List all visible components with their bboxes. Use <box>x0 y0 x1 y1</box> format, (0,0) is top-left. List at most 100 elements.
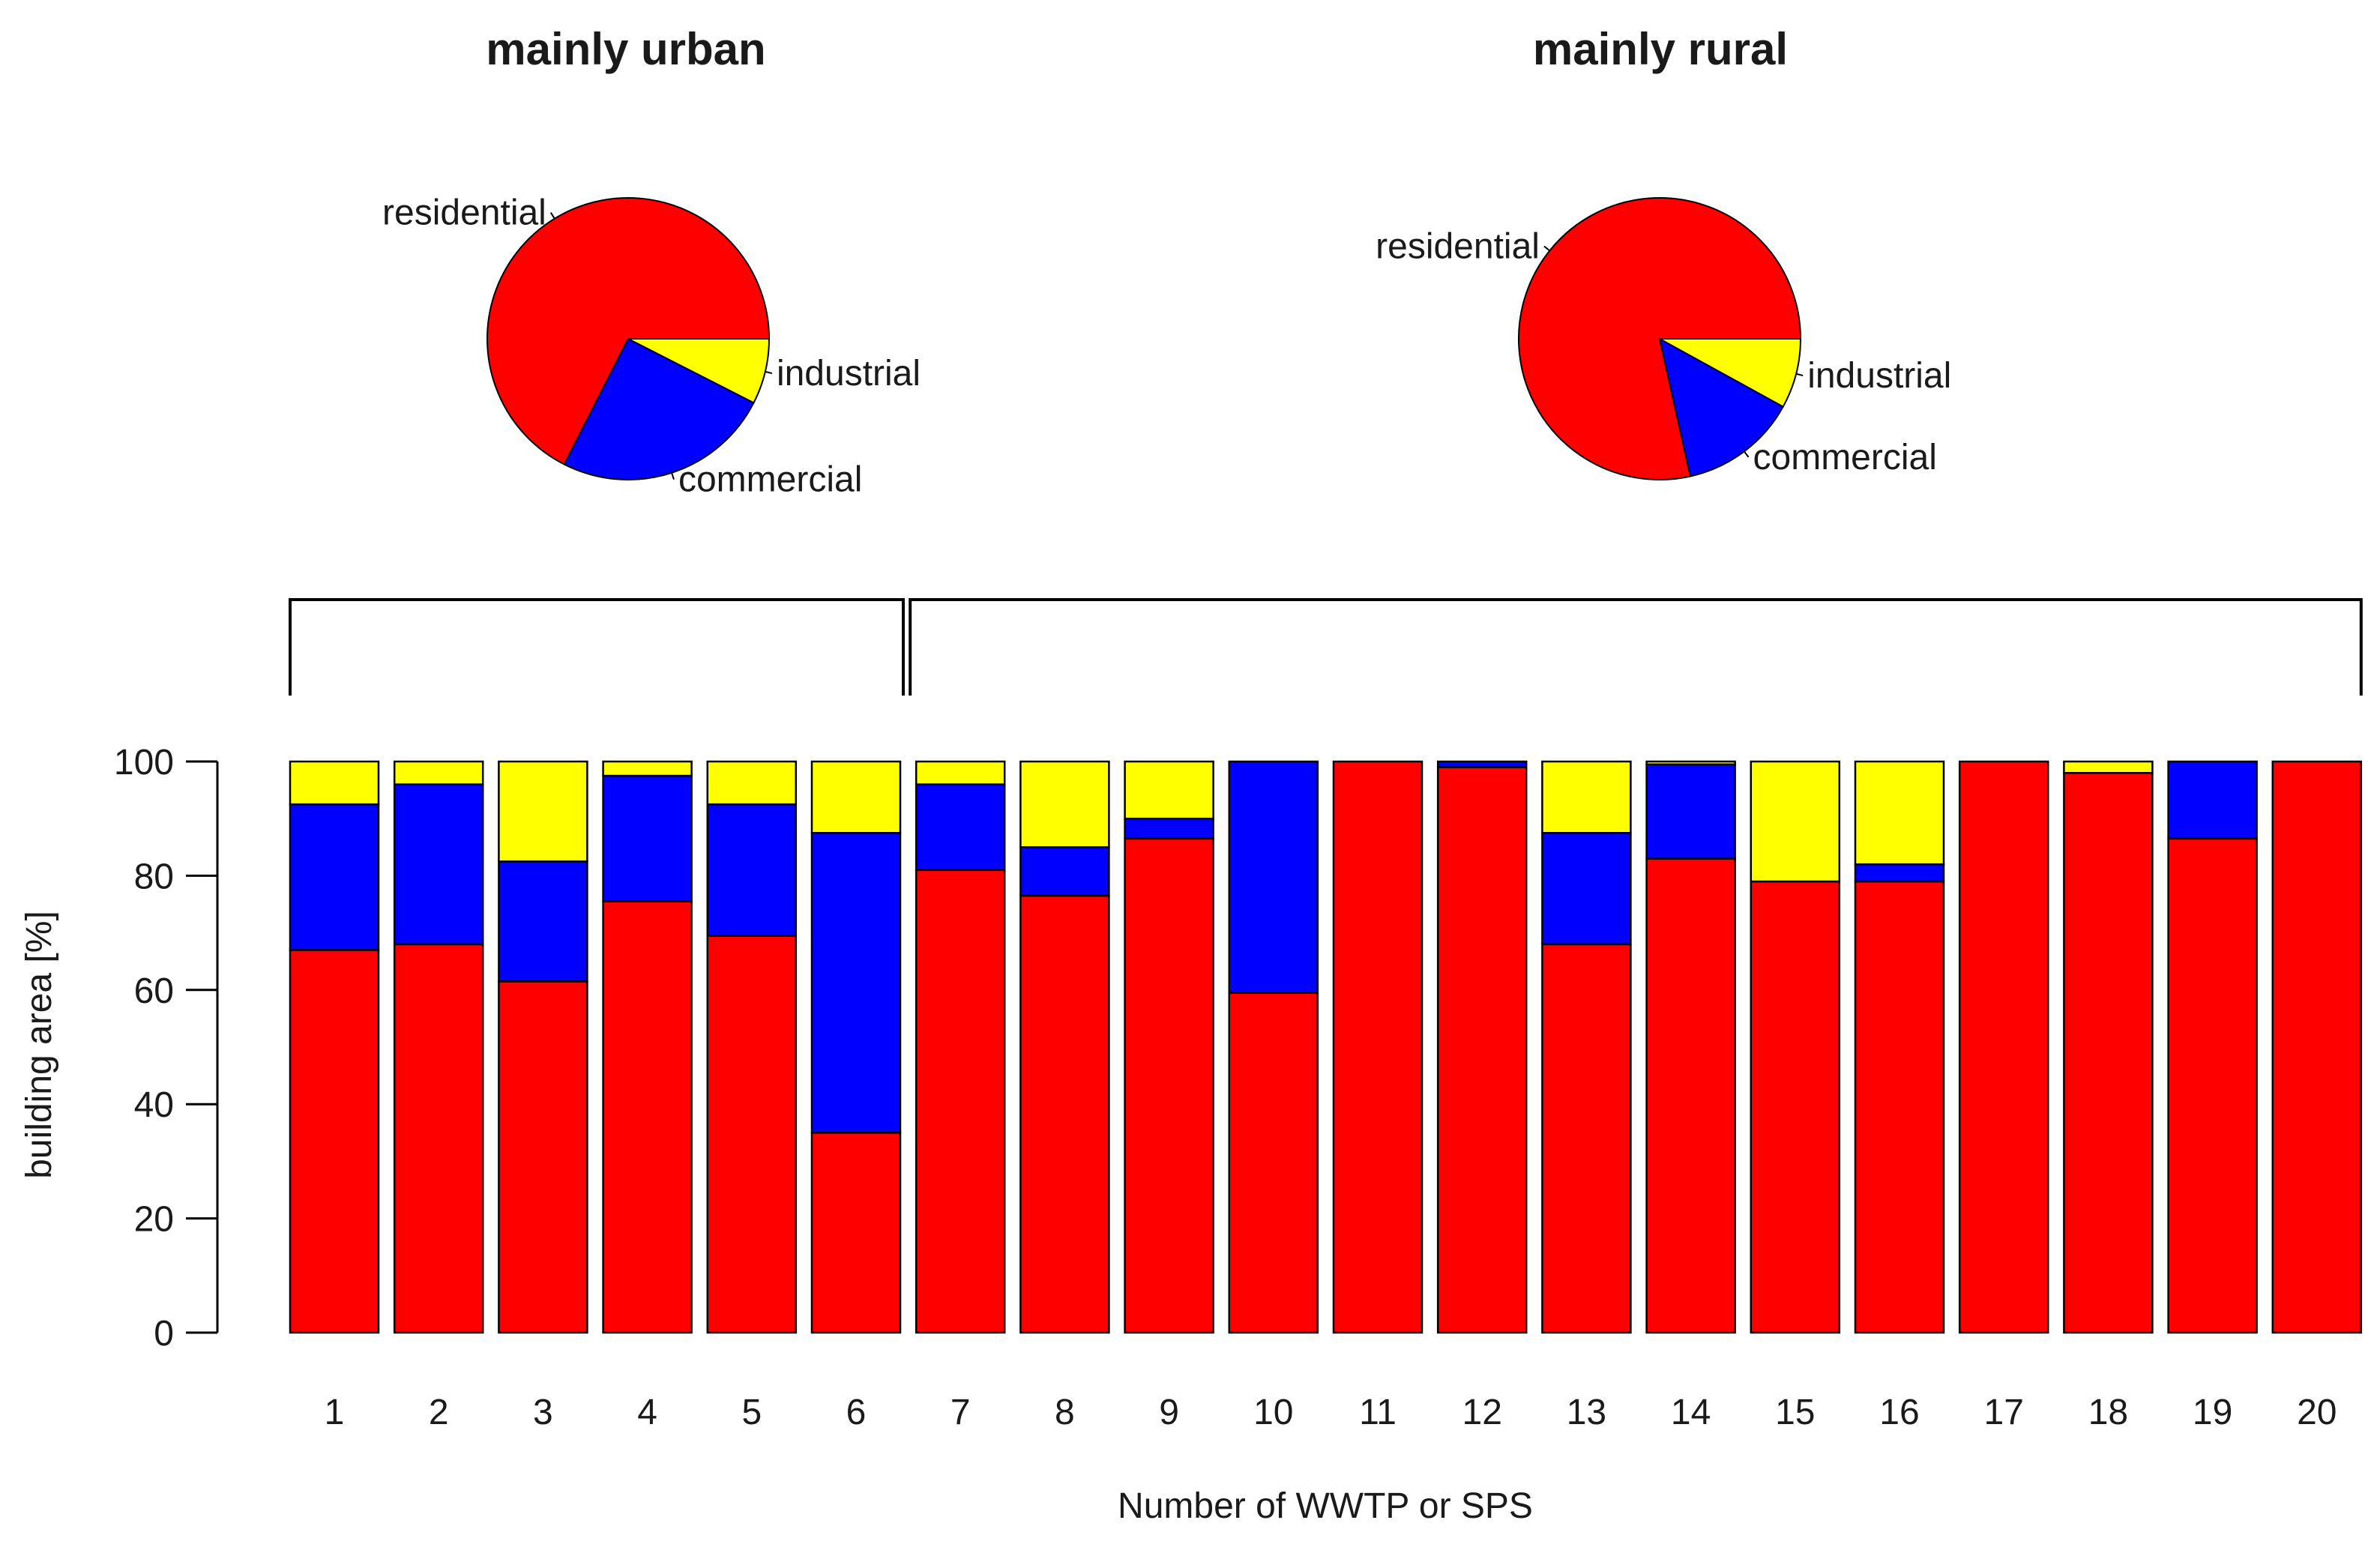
bar-stack-3: 3 <box>498 760 588 1432</box>
x-tick-label: 18 <box>2088 1393 2128 1432</box>
bar-segment-commercial <box>289 803 380 951</box>
pie-leader-line <box>1744 450 1750 458</box>
x-tick-label: 13 <box>1567 1393 1606 1432</box>
bar-segment-industrial <box>1645 760 1736 766</box>
bar-segment-residential <box>1854 880 1945 1334</box>
bar-segment-residential <box>1645 857 1736 1334</box>
bar-segment-industrial <box>1750 760 1841 883</box>
bar-segment-commercial <box>1436 760 1528 768</box>
bar-segment-commercial <box>1645 763 1736 860</box>
bar-segment-industrial <box>1124 760 1214 820</box>
x-tick-label: 7 <box>951 1393 971 1432</box>
y-tick-label: 20 <box>134 1200 174 1240</box>
pie-title: mainly rural <box>1533 24 1788 74</box>
pie-slice-industrial <box>1659 338 1802 408</box>
bar-stack-5: 5 <box>706 760 798 1432</box>
bar-segment-commercial <box>810 832 902 1134</box>
bar-segment-residential <box>2271 760 2363 1334</box>
bar-stack-12: 12 <box>1436 760 1528 1432</box>
bar-segment-residential <box>393 943 484 1334</box>
x-tick-label: 5 <box>741 1393 762 1432</box>
x-tick-label: 2 <box>429 1393 449 1432</box>
bar-segment-industrial <box>289 760 380 806</box>
pie-charts: mainly urban residential commercial industr… <box>382 24 1951 500</box>
bar-stack-18: 18 <box>2063 760 2154 1432</box>
bar-segment-residential <box>602 900 693 1334</box>
bar-segment-commercial <box>498 860 588 983</box>
pie-leader-line <box>1543 245 1550 252</box>
bar-stack-6: 6 <box>810 760 902 1432</box>
bar-segment-commercial <box>915 783 1006 872</box>
bar-segment-commercial <box>1541 832 1632 946</box>
y-tick-label: 80 <box>134 857 174 896</box>
pie-title: mainly urban <box>486 24 765 74</box>
bracket-mainly-urban <box>289 598 905 696</box>
pie-label-commercial: commercial <box>678 460 862 500</box>
bar-stack-11: 11 <box>1332 760 1424 1432</box>
y-axis: 0 20 40 60 80 100 <box>114 743 219 1354</box>
bar-segment-residential <box>1541 943 1632 1334</box>
bar-stack-16: 16 <box>1854 760 1945 1432</box>
x-tick-label: 11 <box>1359 1393 1397 1432</box>
bar-segment-industrial <box>915 760 1006 785</box>
stacked-bar-chart: 1 2 3 4 5 6 7 8 9 10 11 12 13 14 15 16 17 18 19 20 <box>289 760 2363 1432</box>
bar-segment-commercial <box>2167 760 2258 840</box>
bar-segment-residential <box>915 869 1006 1334</box>
bar-segment-industrial <box>602 760 693 777</box>
bar-segment-commercial <box>1124 817 1214 840</box>
bar-segment-residential <box>1436 766 1528 1334</box>
bar-stack-19: 19 <box>2167 760 2258 1432</box>
bar-segment-residential <box>1228 992 1319 1334</box>
bar-stack-9: 9 <box>1124 760 1214 1432</box>
x-tick-label: 1 <box>325 1393 345 1432</box>
y-tick-label: 60 <box>134 971 174 1011</box>
x-tick-label: 4 <box>637 1393 657 1432</box>
bar-stack-7: 7 <box>915 760 1006 1432</box>
pie-mainly-rural: mainly rural residential commercial industr… <box>1376 24 1951 480</box>
pie-label-industrial: industrial <box>777 354 921 393</box>
x-tick-label: 8 <box>1055 1393 1075 1432</box>
x-tick-label: 17 <box>1984 1393 2024 1432</box>
group-brackets <box>289 598 2363 696</box>
bracket-mainly-rural <box>909 598 2363 696</box>
bar-segment-commercial <box>393 783 484 946</box>
pie-leader-line <box>1795 373 1804 377</box>
bar-segment-residential <box>810 1132 902 1334</box>
x-tick-label: 12 <box>1462 1393 1502 1432</box>
bar-segment-residential <box>498 980 588 1334</box>
pie-label-residential: residential <box>382 193 546 233</box>
x-tick-label: 19 <box>2193 1393 2232 1432</box>
bar-stack-20: 20 <box>2271 760 2363 1432</box>
bar-segment-residential <box>1124 837 1214 1334</box>
x-tick-label: 3 <box>533 1393 553 1432</box>
bar-segment-residential <box>1019 894 1110 1334</box>
bar-stack-13: 13 <box>1541 760 1632 1432</box>
bar-segment-residential <box>2167 837 2258 1334</box>
bar-segment-residential <box>1750 880 1841 1334</box>
bar-segment-commercial <box>602 774 693 902</box>
pie-leader-line <box>765 370 773 375</box>
bar-segment-residential <box>1958 760 2049 1334</box>
pie-label-commercial: commercial <box>1753 438 1937 477</box>
bar-segment-residential <box>706 935 798 1334</box>
bar-stack-8: 8 <box>1019 760 1110 1432</box>
bar-stack-14: 14 <box>1645 760 1736 1432</box>
bar-segment-residential <box>289 949 380 1334</box>
y-tick-label: 40 <box>134 1085 174 1125</box>
x-tick-label: 14 <box>1671 1393 1711 1432</box>
bar-segment-commercial <box>1854 863 1945 883</box>
bar-stack-15: 15 <box>1750 760 1841 1432</box>
bar-segment-commercial <box>706 803 798 937</box>
bar-segment-commercial <box>1019 846 1110 897</box>
pie-mainly-urban: mainly urban residential commercial industr… <box>382 24 921 500</box>
bar-segment-industrial <box>706 760 798 806</box>
bar-segment-industrial <box>2063 760 2154 774</box>
bar-stack-1: 1 <box>289 760 380 1432</box>
x-axis-title: Number of WWTP or SPS <box>1118 1486 1533 1526</box>
x-tick-label: 6 <box>846 1393 867 1432</box>
pie-label-industrial: industrial <box>1807 356 1951 396</box>
pie-leader-line <box>671 472 675 480</box>
bar-segment-residential <box>2063 771 2154 1334</box>
bar-stack-4: 4 <box>602 760 693 1432</box>
